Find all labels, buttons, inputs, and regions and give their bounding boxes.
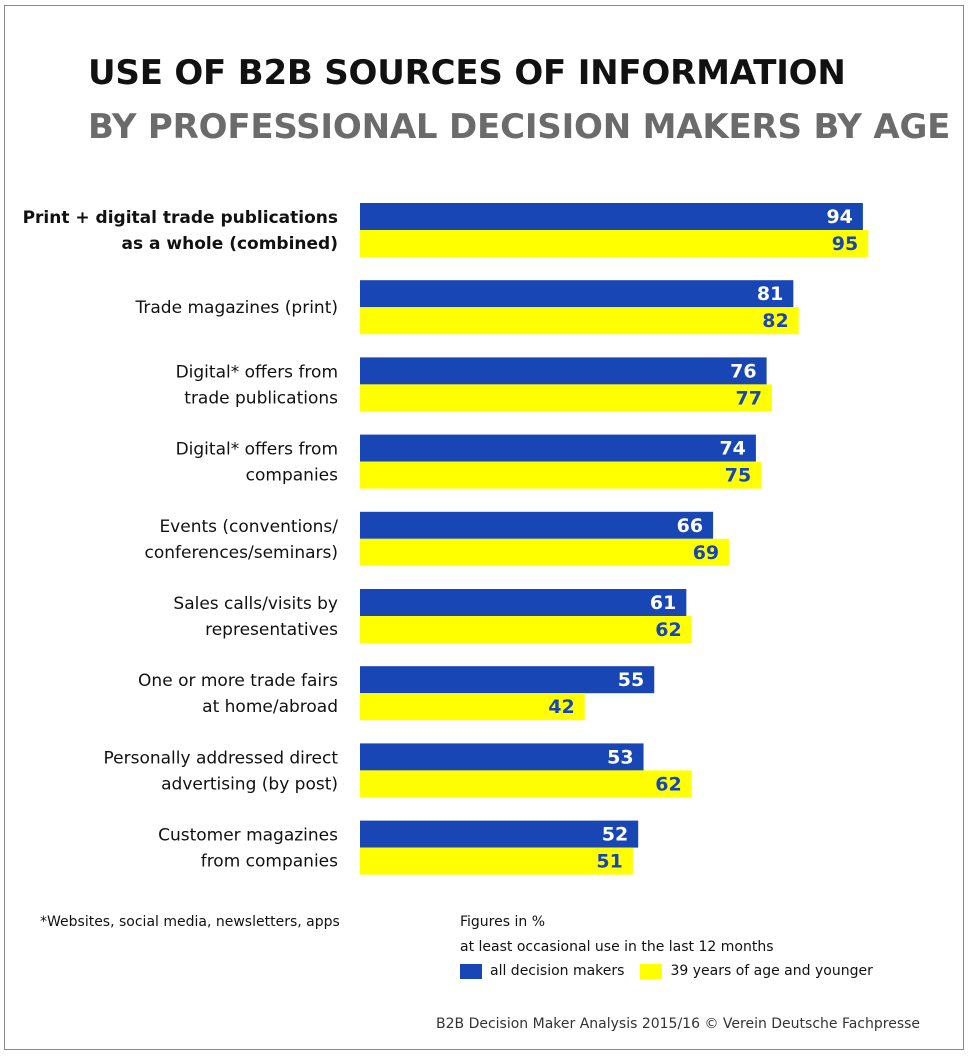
legend-item-all: all decision makers — [460, 963, 624, 979]
usage-note: at least occasional use in the last 12 m… — [460, 939, 774, 955]
value-label: 66 — [677, 515, 703, 537]
figures-note: Figures in % — [460, 914, 546, 930]
category-label: One or more trade fairs — [138, 671, 338, 691]
value-label: 94 — [826, 206, 852, 228]
bar-39-and-younger — [360, 384, 772, 412]
footnote: *Websites, social media, newsletters, ap… — [40, 914, 340, 930]
bar-all-decision-makers — [360, 434, 756, 462]
category-label: Trade magazines (print) — [135, 298, 338, 318]
category-label: Print + digital trade publications — [23, 208, 338, 228]
category-label: conferences/seminars) — [145, 543, 338, 563]
category-label: as a whole (combined) — [122, 234, 338, 254]
category-label: Personally addressed direct — [104, 748, 339, 768]
category-label: Digital* offers from — [176, 440, 338, 460]
category-label: representatives — [205, 620, 338, 640]
bar-39-and-younger — [360, 616, 692, 643]
bar-39-and-younger — [360, 847, 633, 875]
bar-all-decision-makers — [360, 357, 767, 385]
value-label: 55 — [618, 669, 644, 691]
legend-label-all: all decision makers — [490, 963, 625, 979]
category-label: from companies — [201, 852, 338, 872]
value-label: 51 — [596, 851, 622, 873]
category-label: Sales calls/visits by — [173, 594, 338, 614]
bar-39-and-younger — [360, 770, 692, 798]
value-label: 95 — [832, 233, 858, 255]
value-label: 76 — [730, 360, 756, 382]
bar-all-decision-makers — [360, 203, 863, 230]
chart-subtitle: BY PROFESSIONAL DECISION MAKERS BY AGE — [88, 107, 951, 147]
value-label: 42 — [548, 696, 574, 718]
category-label: advertising (by post) — [161, 774, 338, 794]
legend: all decision makers 39 years of age and … — [460, 963, 889, 979]
legend-swatch-young — [640, 963, 663, 979]
legend-item-young: 39 years of age and younger — [640, 963, 873, 979]
value-label: 52 — [602, 824, 628, 846]
category-label: Customer magazines — [158, 826, 338, 846]
bar-39-and-younger — [360, 461, 762, 489]
legend-swatch-all — [460, 963, 482, 979]
bar-all-decision-makers — [360, 820, 639, 848]
value-label: 77 — [735, 387, 761, 409]
bar-all-decision-makers — [360, 511, 714, 539]
chart-title: USE OF B2B SOURCES OF INFORMATION — [88, 53, 846, 93]
bar-39-and-younger — [360, 693, 585, 721]
value-label: 53 — [607, 746, 633, 768]
category-label: at home/abroad — [202, 697, 338, 717]
category-label: Digital* offers from — [176, 362, 338, 382]
value-label: 69 — [693, 542, 719, 564]
value-label: 82 — [762, 310, 788, 332]
bar-39-and-younger — [360, 307, 799, 335]
value-label: 81 — [757, 283, 783, 305]
legend-label-young: 39 years of age and younger — [670, 963, 873, 979]
bar-all-decision-makers — [360, 743, 644, 771]
value-label: 61 — [650, 592, 676, 614]
category-label: companies — [246, 466, 338, 486]
source-credit: B2B Decision Maker Analysis 2015/16 © Ve… — [436, 1016, 921, 1032]
value-label: 75 — [725, 465, 751, 487]
value-label: 74 — [719, 438, 745, 460]
bar-all-decision-makers — [360, 589, 687, 616]
value-label: 62 — [655, 619, 681, 641]
bar-39-and-younger — [360, 538, 730, 566]
bar-all-decision-makers — [360, 280, 794, 308]
chart-frame — [4, 5, 964, 1050]
bar-all-decision-makers — [360, 666, 655, 694]
bar-39-and-younger — [360, 230, 869, 257]
value-label: 62 — [655, 773, 681, 795]
category-label: Events (conventions/ — [159, 517, 338, 537]
category-label: trade publications — [184, 388, 338, 408]
